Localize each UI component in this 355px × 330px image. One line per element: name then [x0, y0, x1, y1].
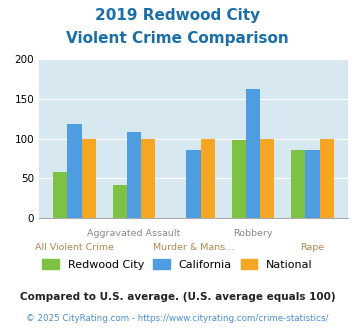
Bar [113, 184, 127, 218]
Bar [127, 132, 141, 218]
Text: © 2025 CityRating.com - https://www.cityrating.com/crime-statistics/: © 2025 CityRating.com - https://www.city… [26, 314, 329, 323]
Bar [246, 89, 260, 218]
Bar [53, 172, 67, 218]
Bar [231, 140, 246, 218]
Text: Aggravated Assault: Aggravated Assault [87, 229, 181, 238]
Bar [291, 150, 305, 218]
Bar [67, 124, 82, 218]
Bar [305, 150, 320, 218]
Text: Robbery: Robbery [233, 229, 273, 238]
Text: Compared to U.S. average. (U.S. average equals 100): Compared to U.S. average. (U.S. average … [20, 292, 335, 302]
Legend: Redwood City, California, National: Redwood City, California, National [38, 255, 317, 274]
Text: Murder & Mans...: Murder & Mans... [153, 243, 234, 252]
Text: 2019 Redwood City: 2019 Redwood City [95, 8, 260, 23]
Text: All Violent Crime: All Violent Crime [35, 243, 114, 252]
Bar [141, 139, 155, 218]
Text: Rape: Rape [300, 243, 324, 252]
Bar [201, 139, 215, 218]
Bar [320, 139, 334, 218]
Text: Violent Crime Comparison: Violent Crime Comparison [66, 31, 289, 46]
Bar [260, 139, 274, 218]
Bar [82, 139, 96, 218]
Bar [186, 150, 201, 218]
